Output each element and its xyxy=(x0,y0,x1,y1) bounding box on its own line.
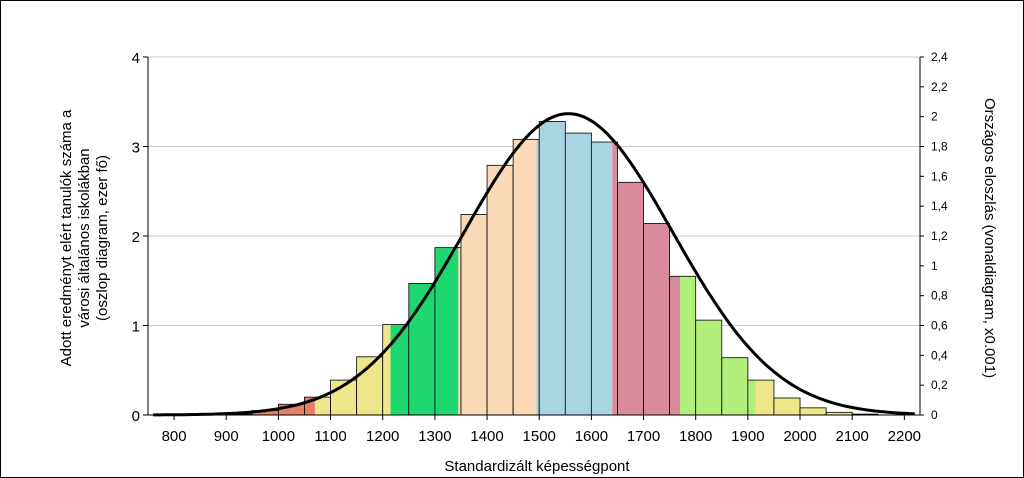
bar xyxy=(721,357,749,416)
y-axis-ticks: 0 1 2 3 4 xyxy=(132,50,148,425)
x-tick-label: 800 xyxy=(162,428,187,445)
y2-tick-label: 0,6 xyxy=(931,319,948,333)
y2-tick-label: 2 xyxy=(931,110,938,124)
bar-segment xyxy=(747,380,756,415)
y2-tick-label: 0,2 xyxy=(931,378,948,392)
y-tick-label: 2 xyxy=(132,229,140,246)
bar-segment xyxy=(591,142,613,415)
x-tick-label: 2200 xyxy=(888,428,921,445)
bar-segment xyxy=(434,247,459,415)
bar xyxy=(460,214,488,416)
bar xyxy=(773,397,801,416)
y2-tick-label: 2,4 xyxy=(931,50,948,64)
x-tick-label: 1000 xyxy=(262,428,295,445)
y2-axis-label: Országos eloszlás (vonaldiagram, x0.001) xyxy=(981,98,998,378)
bar xyxy=(486,164,514,416)
y-axis-label-line-2: városi általános iskolákban xyxy=(76,148,93,327)
y2-tick-label: 1,8 xyxy=(931,140,948,154)
bar-segment xyxy=(382,324,391,415)
x-tick-label: 1900 xyxy=(731,428,764,445)
bar-segment xyxy=(458,247,461,415)
x-tick-label: 1400 xyxy=(470,428,503,445)
y2-tick-label: 0 xyxy=(931,408,938,422)
x-tick-label: 900 xyxy=(214,428,239,445)
bar-segment xyxy=(513,139,537,415)
x-tick-label: 1700 xyxy=(627,428,660,445)
y2-tick-label: 1,6 xyxy=(931,169,948,183)
y-tick-label: 3 xyxy=(132,140,140,157)
x-tick-label: 1100 xyxy=(314,428,346,445)
y2-tick-label: 2,2 xyxy=(931,80,948,94)
y2-tick-label: 1,2 xyxy=(931,229,948,243)
bar-segment xyxy=(314,397,331,415)
bar xyxy=(538,121,566,416)
bar-segment xyxy=(612,142,618,415)
x-axis-label: Standardizált képességpont xyxy=(444,458,630,475)
x-tick-label: 1800 xyxy=(679,428,712,445)
x-tick-label: 1200 xyxy=(366,428,399,445)
y-axis-label: Adott eredményt elért tanulók száma a vá… xyxy=(58,109,111,366)
x-tick-label: 2000 xyxy=(783,428,816,445)
bar-segment xyxy=(680,276,696,415)
x-tick-label: 1300 xyxy=(418,428,451,445)
y2-tick-label: 1,4 xyxy=(931,199,948,213)
y2-axis-label-text: Országos eloszlás (vonaldiagram, x0.001) xyxy=(981,98,998,378)
y2-tick-label: 0,4 xyxy=(931,348,948,362)
x-tick-label: 2100 xyxy=(836,428,869,445)
bar-segment xyxy=(755,380,774,415)
y2-tick-label: 1 xyxy=(931,259,938,273)
bar-segment xyxy=(390,324,409,415)
y2-tick-label: 0,8 xyxy=(931,289,948,303)
bar-segment xyxy=(304,397,315,415)
bar xyxy=(695,319,723,416)
x-tick-label: 1600 xyxy=(575,428,608,445)
y-tick-label: 4 xyxy=(132,50,140,67)
y-tick-label: 1 xyxy=(132,319,140,336)
bar xyxy=(564,132,592,416)
y-tick-label: 0 xyxy=(132,408,140,425)
y2-axis-ticks: 0 0,2 0,4 0,6 0,8 1 1,2 1,4 1,6 1,8 2 2,2 2,4 xyxy=(920,50,948,422)
bar-segment xyxy=(536,139,540,415)
bar xyxy=(799,407,827,416)
x-tick-label: 1500 xyxy=(523,428,556,445)
y-axis-label-line-3: (oszlop diagram, ezer fő) xyxy=(94,155,111,321)
y-axis-label-line-1: Adott eredményt elért tanulók száma a xyxy=(58,109,75,366)
national-distribution-line xyxy=(153,112,915,417)
bar-segment xyxy=(669,276,681,415)
bar xyxy=(617,181,644,416)
bar-series xyxy=(225,121,879,416)
x-axis-ticks: 800 900 1000 1100 1200 1300 1400 1500 1600 1700 18… xyxy=(162,415,921,445)
bar xyxy=(643,223,671,416)
